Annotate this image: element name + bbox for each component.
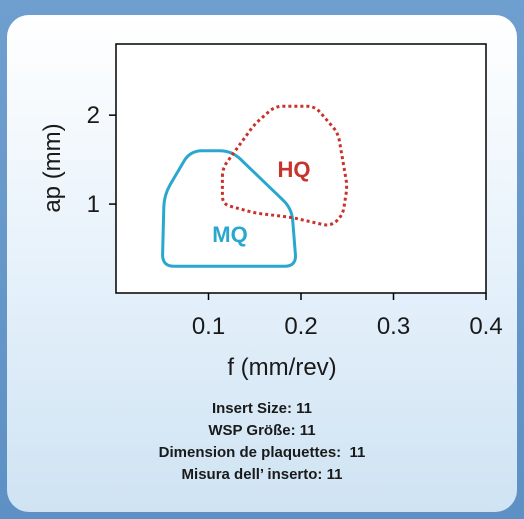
x-axis-title: f (mm/rev) xyxy=(227,354,336,381)
x-tick-label: 0.2 xyxy=(284,313,317,340)
x-tick-label: 0.3 xyxy=(377,313,410,340)
y-tick-label: 2 xyxy=(87,102,100,129)
x-tick-label: 0.4 xyxy=(469,313,502,340)
caption-line-french: Dimension de plaquettes: 11 xyxy=(158,444,366,461)
caption-line-english: Insert Size: 11 xyxy=(211,400,313,417)
x-tick-label: 0.1 xyxy=(192,313,225,340)
y-tick-label: 1 xyxy=(87,191,100,218)
region-hq-label: HQ xyxy=(278,157,311,182)
region-hq-outline xyxy=(220,104,349,227)
y-axis-title: ap (mm) xyxy=(39,123,66,212)
caption-line-italian: Misura dell’ inserto: 11 xyxy=(181,466,343,483)
caption-line-german: WSP Größe: 11 xyxy=(208,422,316,439)
insert-size-caption: Insert Size: 11 WSP Größe: 11 Dimension … xyxy=(0,398,524,486)
region-mq-label: MQ xyxy=(212,222,247,247)
plot-frame xyxy=(115,43,487,294)
region-mq-outline xyxy=(161,149,297,268)
